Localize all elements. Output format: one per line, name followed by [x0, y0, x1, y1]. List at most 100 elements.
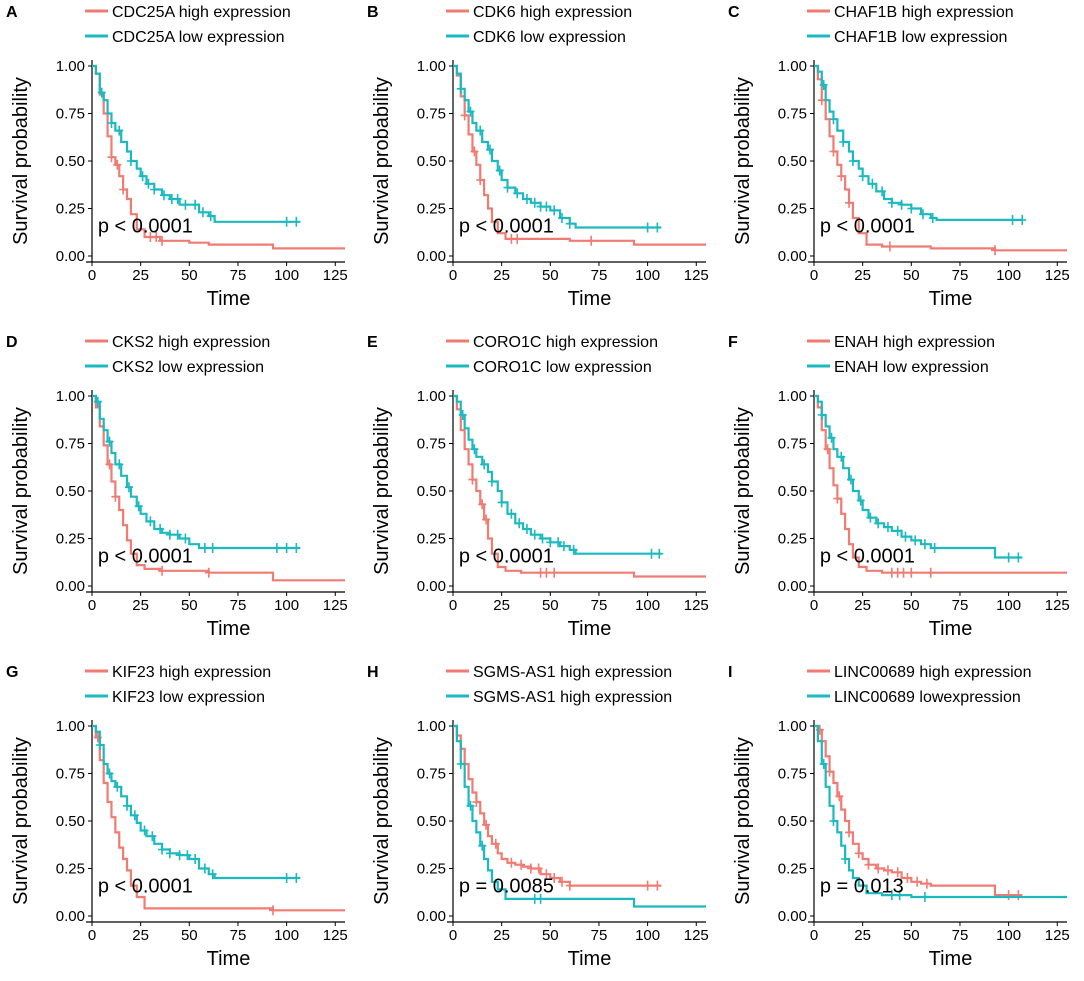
x-tick-label: 100	[635, 597, 660, 614]
censor-mark-low	[546, 537, 555, 548]
y-tick-label: 0.50	[778, 483, 807, 500]
y-axis-title: Survival probability	[371, 77, 393, 245]
censor-mark-low	[565, 218, 574, 229]
survival-curve-low	[92, 724, 301, 880]
y-axis-title: Survival probability	[10, 407, 32, 575]
x-tick-label: 25	[854, 267, 871, 284]
x-axis-title: Time	[929, 948, 973, 970]
censor-mark-high	[903, 873, 912, 883]
survival-curve-low	[453, 394, 662, 555]
censor-mark-low	[883, 522, 892, 533]
y-tick-label: 0.75	[56, 436, 85, 453]
x-tick-label: 0	[88, 597, 96, 614]
legend-label-low: CHAF1B low expression	[834, 29, 1007, 46]
panel-letter: H	[367, 664, 379, 681]
censor-mark-low	[466, 800, 475, 811]
censor-mark-low	[928, 213, 937, 223]
censor-mark-low	[643, 222, 652, 233]
censor-mark-high	[899, 567, 908, 578]
y-tick-label: 0.00	[778, 908, 807, 925]
censor-mark-low	[144, 178, 153, 189]
y-tick-label: 1.00	[417, 388, 446, 405]
x-tick-label: 50	[903, 927, 920, 944]
x-tick-label: 50	[181, 597, 198, 614]
censor-mark-low	[480, 459, 489, 470]
censor-mark-low	[113, 781, 122, 792]
censor-mark-low	[476, 125, 485, 136]
panel-letter: I	[728, 664, 732, 681]
censor-mark-high	[460, 110, 469, 121]
y-tick-label: 0.00	[56, 248, 85, 265]
censor-mark-high	[864, 859, 873, 870]
x-tick-label: 125	[1045, 927, 1070, 944]
x-tick-label: 50	[181, 267, 198, 284]
censor-mark-low	[550, 205, 559, 216]
censor-mark-high	[482, 514, 491, 525]
p-value: p = 0.0085	[459, 876, 554, 898]
x-tick-label: 75	[230, 597, 247, 614]
y-tick-label: 1.00	[417, 58, 446, 75]
y-tick-label: 0.75	[417, 436, 446, 453]
censor-mark-high	[587, 235, 596, 246]
censor-mark-low	[200, 863, 209, 874]
censor-mark-low	[181, 199, 190, 210]
censor-mark-low	[895, 890, 904, 901]
censor-mark-high	[893, 867, 902, 878]
censor-mark-low	[920, 892, 929, 902]
censor-mark-low	[466, 106, 475, 117]
panel-f: F ENAH high expression ENAH low expression…	[728, 334, 1070, 640]
p-value: p < 0.0001	[820, 216, 915, 238]
censor-mark-low	[827, 432, 836, 443]
legend-label-high: ENAH high expression	[834, 334, 995, 351]
y-tick-label: 0.50	[56, 813, 85, 830]
x-axis-title: Time	[568, 618, 612, 640]
x-tick-label: 75	[230, 267, 247, 284]
survival-curve-high	[92, 394, 345, 582]
censor-mark-high	[507, 857, 516, 868]
panel-a: A CDC25A high expression CDC25A low expres…	[6, 4, 348, 310]
censor-mark-high	[468, 474, 477, 485]
censor-mark-low	[456, 759, 465, 769]
legend-label-low: CKS2 low expression	[112, 359, 264, 376]
x-tick-label: 0	[810, 927, 818, 944]
censor-mark-high	[833, 493, 842, 504]
censor-mark-low	[647, 548, 656, 559]
legend-label-low: LINC00689 lowexpression	[834, 689, 1021, 706]
x-tick-label: 50	[903, 267, 920, 284]
x-tick-label: 100	[996, 927, 1021, 944]
censor-mark-high	[550, 567, 559, 578]
y-tick-label: 0.75	[778, 436, 807, 453]
y-tick-label: 0.00	[56, 908, 85, 925]
censor-mark-high	[845, 197, 854, 208]
censor-mark-low	[156, 524, 165, 534]
x-tick-label: 125	[1045, 267, 1070, 284]
survival-curve-low	[814, 64, 1023, 221]
legend-label-high: CDK6 high expression	[473, 4, 632, 21]
x-tick-label: 125	[323, 267, 348, 284]
censor-mark-low	[134, 501, 143, 512]
censor-mark-low	[1014, 552, 1023, 563]
y-axis-title: Survival probability	[732, 737, 754, 905]
censor-mark-high	[990, 245, 999, 256]
p-value: p < 0.0001	[459, 546, 554, 568]
censor-mark-low	[554, 537, 563, 548]
censor-mark-low	[1018, 214, 1027, 225]
survival-curve-low	[92, 64, 301, 223]
censor-mark-low	[530, 529, 539, 540]
censor-mark-low	[183, 850, 192, 861]
censor-mark-low	[198, 207, 207, 218]
censor-mark-low	[513, 188, 522, 199]
x-axis-title: Time	[207, 948, 251, 970]
censor-mark-low	[107, 118, 116, 128]
y-tick-label: 0.25	[778, 201, 807, 218]
censor-mark-low	[124, 482, 133, 493]
censor-mark-low	[1008, 214, 1017, 225]
legend-label-high: SGMS-AS1 high expression	[473, 664, 672, 681]
y-tick-label: 0.50	[56, 153, 85, 170]
censor-mark-low	[158, 844, 167, 855]
censor-mark-high	[854, 848, 863, 859]
x-tick-label: 0	[88, 927, 96, 944]
censor-mark-low	[206, 211, 215, 222]
censor-mark-low	[123, 800, 132, 811]
y-tick-label: 0.75	[417, 106, 446, 123]
